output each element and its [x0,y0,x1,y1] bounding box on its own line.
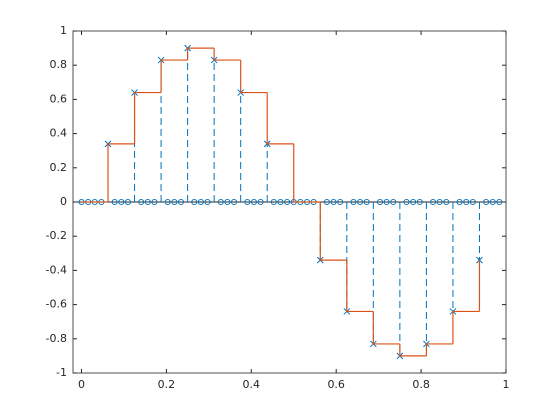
stair-step [425,343,453,356]
stem-marker [383,198,390,206]
stem-marker [111,198,118,206]
stem-marker [330,198,337,206]
stem-marker [496,198,503,206]
y-tick-label: 0.8 [50,58,68,71]
stem-marker [463,198,470,206]
stem-marker [217,198,224,206]
stem-marker [230,198,238,206]
y-tick-label: -0.8 [46,332,67,345]
stair-step [346,260,374,313]
x-tick-label: 0 [78,378,85,391]
stem-marker [410,198,417,206]
stem-marker [270,198,277,206]
x-tick-label: 0.8 [412,378,430,391]
y-tick-label: -0.4 [46,263,67,276]
stem-marker [390,198,397,206]
stem-marker [489,198,496,206]
stem-marker [403,198,410,206]
stem-marker [443,198,450,206]
stem-marker [483,198,490,206]
stem-marker [171,198,178,206]
stem-marker [416,198,423,206]
y-tick-label: 1 [60,24,67,37]
stem-marker [323,198,330,206]
stem-marker [436,198,443,206]
y-tick-label: -0.6 [46,298,67,311]
stem-marker [138,198,145,206]
stair-step [452,310,480,344]
stair-step [240,60,268,94]
stem-marker [250,198,257,206]
stair-step [107,143,135,202]
stair-step [266,92,294,145]
stair-step [293,143,321,203]
stem-marker [124,198,131,206]
y-tick-label: -1 [56,366,67,379]
stem-marker [197,198,204,206]
stem-marker [118,198,125,206]
stem-marker [350,198,357,206]
stem-marker [257,198,264,206]
y-tick-label: 0.4 [50,127,68,140]
y-tick-label: 0.2 [50,161,68,174]
y-tick-label: 0.6 [50,92,68,105]
x-tick-label: 0.6 [327,378,345,391]
stem-marker [151,198,158,206]
stem-marker [284,198,291,206]
stem-marker [177,198,185,206]
stair-step [399,343,427,357]
stem-marker [224,198,231,206]
y-tick-label: 0 [60,195,67,208]
stem-marker [164,198,171,206]
stem-marker [456,198,463,206]
stair-step [372,311,400,345]
x-tick-label: 0.4 [243,378,261,391]
stem-marker [429,198,437,206]
stem-marker [363,198,370,206]
stair-step [187,47,215,61]
stair-step [213,48,241,61]
stem-marker [337,198,344,206]
x-tick-label: 0.2 [158,378,176,391]
stem-marker [376,198,384,206]
stem-marker [204,198,211,206]
stair-step [133,91,162,144]
stair-step [319,202,347,261]
stem-marker [277,198,284,206]
stem-marker [244,198,251,206]
y-tick-label: -0.2 [46,229,67,242]
stem-marker [191,198,198,206]
stair-step [160,59,188,93]
stem-marker [357,198,364,206]
stem-marker [144,198,151,206]
x-tick-label: 1 [503,378,510,391]
stem-marker [469,198,476,206]
